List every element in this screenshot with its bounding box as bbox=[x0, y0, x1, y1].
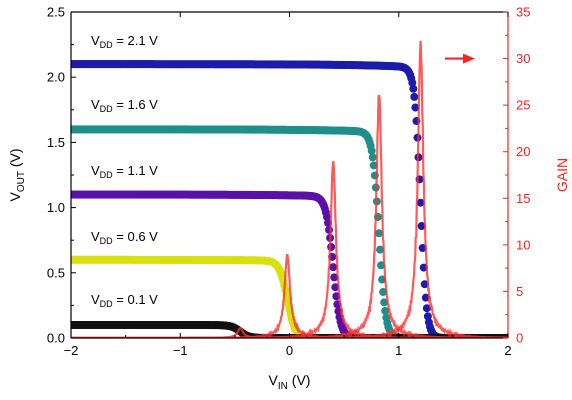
gain-axis-arrowhead bbox=[463, 53, 475, 64]
y-right-tick-label: 35 bbox=[516, 5, 530, 20]
vtc-point bbox=[417, 222, 426, 231]
x-tick-label: 1 bbox=[395, 343, 402, 358]
vtc-point bbox=[409, 84, 418, 93]
y-right-tick-label: 5 bbox=[516, 284, 523, 299]
vtc-point bbox=[380, 298, 389, 307]
y-left-axis-label: VOUT (V) bbox=[7, 148, 27, 201]
y-right-tick-label: 15 bbox=[516, 191, 530, 206]
vtc-point bbox=[381, 306, 390, 315]
plot-clip-group bbox=[71, 40, 508, 338]
vdd-label-3: VDD = 0.6 V bbox=[91, 229, 158, 246]
plot-area bbox=[71, 40, 508, 338]
x-tick-label: −1 bbox=[173, 343, 188, 358]
vtc-series-0 bbox=[71, 60, 508, 338]
vtc-point bbox=[325, 225, 334, 234]
y-left-tick-label: 0.5 bbox=[47, 265, 65, 280]
vdd-label-1: VDD = 1.6 V bbox=[91, 97, 158, 114]
vtc-point bbox=[367, 146, 376, 155]
vtc-point bbox=[368, 153, 377, 162]
vtc-point bbox=[331, 283, 340, 292]
x-tick-label: −2 bbox=[64, 343, 79, 358]
x-tick-label: 2 bbox=[504, 343, 511, 358]
y-right-tick-label: 30 bbox=[516, 51, 530, 66]
vtc-point bbox=[369, 161, 378, 170]
vtc-point bbox=[408, 78, 417, 87]
vtc-point bbox=[329, 263, 338, 272]
vtc-point bbox=[327, 243, 336, 252]
vdd-label-2: VDD = 1.1 V bbox=[91, 163, 158, 180]
axes: −2 −1 0 1 2 0.0 0.5 1.0 1.5 2.0 2.5 0 5 10 15 20 25 30 35 V… bbox=[7, 5, 570, 393]
y-right-tick-label: 25 bbox=[516, 98, 530, 113]
vdd-label-4: VDD = 0.1 V bbox=[91, 292, 158, 309]
vdd-label-0: VDD = 2.1 V bbox=[91, 33, 158, 50]
vtc-point bbox=[410, 92, 419, 101]
vtc-point bbox=[423, 312, 432, 321]
vtc-point bbox=[422, 304, 431, 313]
vtc-point bbox=[416, 198, 425, 207]
vtc-point bbox=[376, 245, 385, 254]
x-tick-label: 0 bbox=[286, 343, 293, 358]
vtc-point bbox=[421, 293, 430, 302]
vtc-point bbox=[374, 229, 383, 238]
y-right-tick-label: 20 bbox=[516, 144, 530, 159]
y-left-tick-label: 1.0 bbox=[47, 200, 65, 215]
x-axis-label: VIN (V) bbox=[269, 372, 311, 392]
y-left-tick-label: 2.5 bbox=[47, 5, 65, 20]
y-left-tick-label: 2.0 bbox=[47, 70, 65, 85]
y-right-axis-label: GAIN bbox=[554, 158, 570, 192]
vtc-point bbox=[330, 273, 339, 282]
y-right-tick-label: 0 bbox=[516, 331, 523, 346]
y-left-tick-label: 0.0 bbox=[47, 331, 65, 346]
vtc-series-2 bbox=[71, 190, 508, 338]
series-labels: VDD = 2.1 V VDD = 1.6 V VDD = 1.1 V VDD = 0… bbox=[91, 33, 158, 309]
y-right-tick-label: 10 bbox=[516, 237, 530, 252]
vtc-point bbox=[411, 103, 420, 112]
vtc-point bbox=[420, 280, 429, 289]
y-left-tick-label: 1.5 bbox=[47, 135, 65, 150]
